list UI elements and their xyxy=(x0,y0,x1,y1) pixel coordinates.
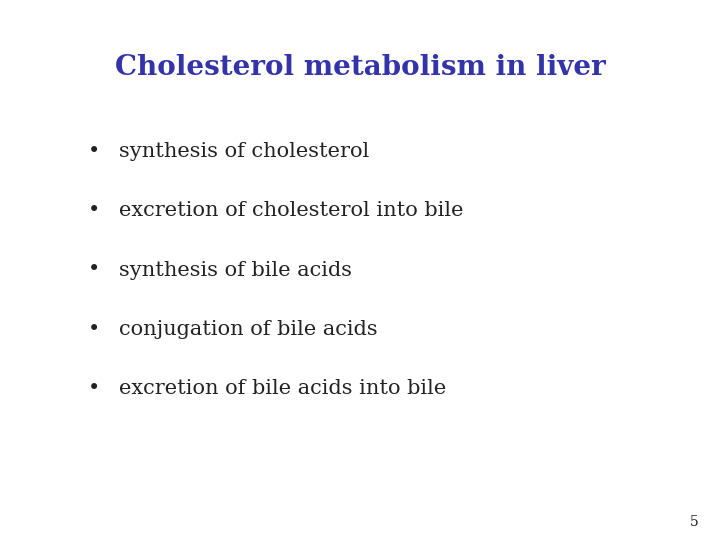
Text: •: • xyxy=(87,141,100,161)
Text: 5: 5 xyxy=(690,515,698,529)
Text: •: • xyxy=(87,260,100,280)
Text: synthesis of cholesterol: synthesis of cholesterol xyxy=(119,141,369,161)
Text: Cholesterol metabolism in liver: Cholesterol metabolism in liver xyxy=(114,54,606,81)
Text: conjugation of bile acids: conjugation of bile acids xyxy=(119,320,377,339)
Text: excretion of cholesterol into bile: excretion of cholesterol into bile xyxy=(119,201,463,220)
Text: synthesis of bile acids: synthesis of bile acids xyxy=(119,260,352,280)
Text: •: • xyxy=(87,201,100,220)
Text: •: • xyxy=(87,320,100,339)
Text: •: • xyxy=(87,379,100,399)
Text: excretion of bile acids into bile: excretion of bile acids into bile xyxy=(119,379,446,399)
